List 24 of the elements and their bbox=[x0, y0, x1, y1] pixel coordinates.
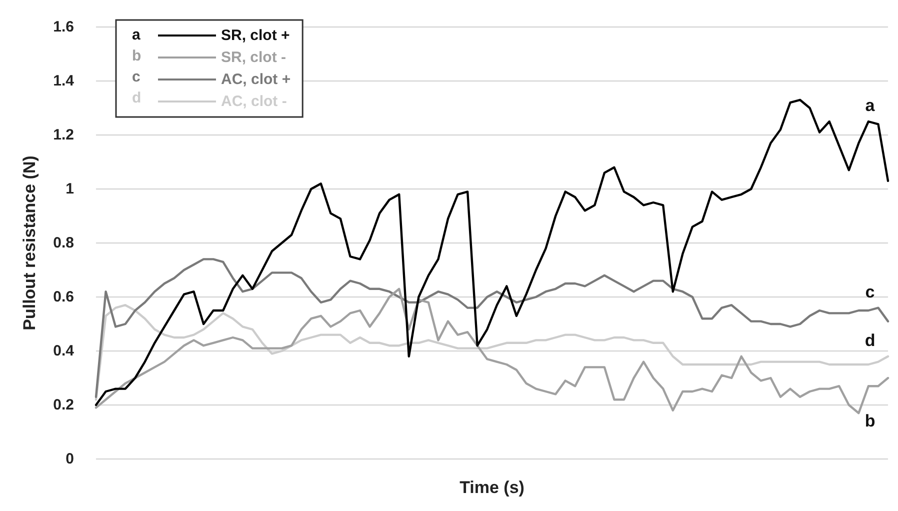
y-tick-label: 0.6 bbox=[53, 288, 74, 306]
annotation: c bbox=[865, 282, 875, 302]
line-series bbox=[94, 304, 890, 401]
annotation: a bbox=[865, 96, 876, 115]
annotation: b bbox=[864, 412, 876, 431]
y-tick-label: 1.4 bbox=[53, 72, 75, 90]
legend-label: SR, clot + bbox=[221, 27, 290, 44]
y-tick-label: 1.2 bbox=[53, 126, 74, 144]
legend-label: SR, clot - bbox=[221, 49, 286, 66]
y-axis-title: Pullout resistance (N) bbox=[20, 156, 39, 330]
x-axis-title: Time (s) bbox=[460, 478, 524, 497]
y-tick-label: 0.4 bbox=[53, 342, 75, 360]
y-tick-label: 1 bbox=[66, 180, 74, 198]
y-tick-label: 0 bbox=[66, 450, 74, 468]
y-tick-label: 0.8 bbox=[53, 234, 74, 252]
line-series bbox=[94, 258, 890, 398]
annotation: d bbox=[864, 330, 876, 350]
legend-label: AC, clot + bbox=[221, 71, 291, 88]
text: a bbox=[132, 26, 140, 44]
line-series bbox=[94, 288, 890, 414]
y-tick-label: 1.6 bbox=[53, 18, 74, 36]
text: b bbox=[132, 48, 142, 64]
y-tick-label: 0.2 bbox=[53, 396, 74, 414]
text: c bbox=[132, 68, 140, 86]
